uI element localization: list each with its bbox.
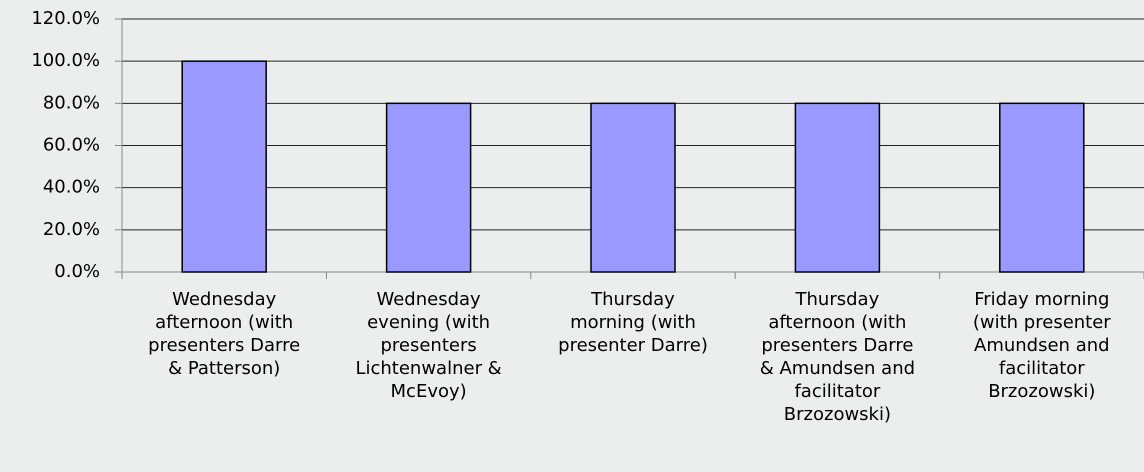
y-tick-label: 60.0% — [43, 135, 100, 156]
bar — [385, 102, 472, 273]
x-tick-label: Thursday morning (with presenter Darre) — [558, 289, 708, 356]
y-tick-label: 80.0% — [43, 92, 100, 113]
y-tick-label: 0.0% — [54, 261, 100, 282]
bar — [999, 102, 1085, 273]
y-tick-label: 100.0% — [31, 50, 100, 71]
y-tick-label: 40.0% — [43, 177, 100, 198]
y-tick-label: 120.0% — [31, 8, 100, 29]
bar — [181, 60, 267, 273]
y-tick-label: 20.0% — [43, 219, 100, 240]
x-tick-label: Wednesday afternoon (with presenters Dar… — [148, 289, 301, 379]
bar — [590, 102, 676, 273]
bar — [794, 102, 881, 273]
x-tick-label: Wednesday evening (with presenters Licht… — [355, 289, 502, 402]
x-tick-label: Friday morning (with presenter Amundsen … — [972, 289, 1111, 402]
x-tick-label: Thursday afternoon (with presenters Darr… — [759, 289, 916, 425]
